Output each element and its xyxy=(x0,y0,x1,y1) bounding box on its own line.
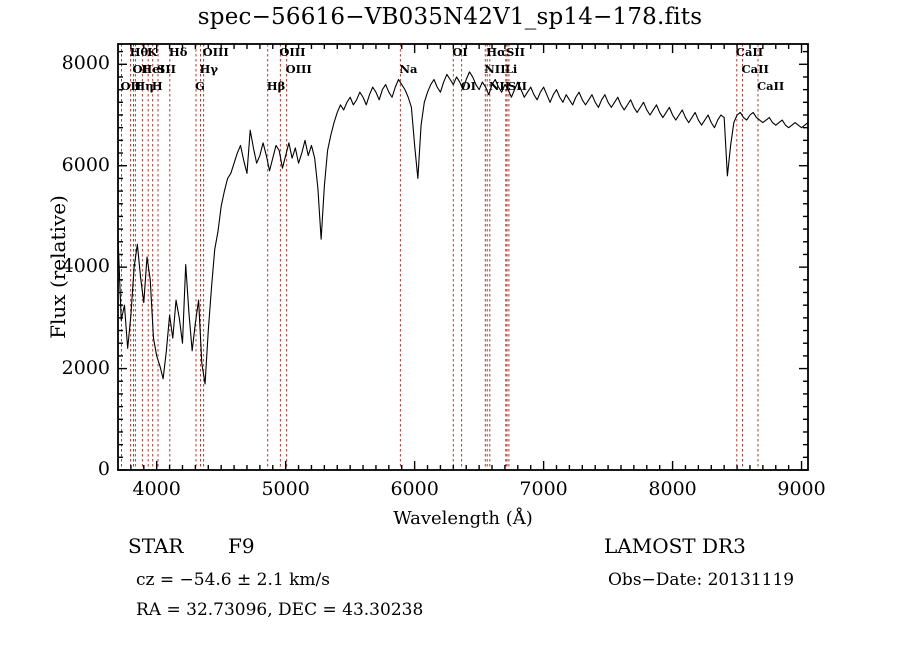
spectral-line-label: SII xyxy=(156,62,177,76)
footer-cz: cz = −54.6 ± 2.1 km/s xyxy=(136,570,330,590)
footer-survey: LAMOST DR3 xyxy=(604,534,746,558)
spectral-line-label: CaII xyxy=(735,45,764,59)
spectral-line-label: OI xyxy=(460,79,476,93)
spectral-line-label: OI xyxy=(132,62,148,76)
x-axis-label: Wavelength (Å) xyxy=(393,508,533,529)
spectral-line-label: OI xyxy=(452,45,468,59)
x-tick-label: 6000 xyxy=(390,478,439,500)
x-tick-label: 9000 xyxy=(777,478,826,500)
y-tick-label: 2000 xyxy=(61,356,110,379)
x-tick-label: 5000 xyxy=(261,478,310,500)
spectral-line-label: Hθ xyxy=(129,45,149,59)
spectral-line-label: Hη xyxy=(134,79,154,93)
footer-obs-date: Obs−Date: 20131119 xyxy=(608,570,795,590)
spectral-line-label: OIII xyxy=(285,62,312,76)
spectral-line-label: HeI xyxy=(141,62,165,76)
page-title: spec−56616−VB035N42V1_sp14−178.fits xyxy=(197,4,703,30)
spectral-line-label: OIII xyxy=(202,45,229,59)
x-tick-label: 8000 xyxy=(648,478,697,500)
spectral-line-label: Li xyxy=(504,62,518,76)
y-tick-label: 6000 xyxy=(61,153,110,176)
footer-object-type: STAR xyxy=(128,534,184,558)
spectral-line-label: Hα xyxy=(486,45,506,59)
spectral-line-label: Hγ xyxy=(199,62,218,76)
x-tick-label: 7000 xyxy=(519,478,568,500)
footer-spectral-class: F9 xyxy=(228,534,255,558)
spectral-line-label: H xyxy=(151,79,163,93)
y-tick-label: 0 xyxy=(97,458,110,480)
spectral-line-label: K xyxy=(147,45,158,59)
spectral-line-label: SII xyxy=(507,79,527,93)
footer-coords: RA = 32.73096, DEC = 43.30238 xyxy=(136,600,424,620)
spectral-line-label: Hδ xyxy=(168,45,188,59)
spectral-line-label: NII xyxy=(484,62,506,76)
spectral-line-label: Na xyxy=(399,62,418,76)
spectral-line-label: Hβ xyxy=(266,79,286,93)
spectral-line-label: NII xyxy=(488,79,511,93)
spectral-line-label: CaII xyxy=(756,79,785,93)
spectral-line-label: CaII xyxy=(741,62,769,76)
spectral-line-label: SII xyxy=(505,45,526,59)
y-tick-label: 8000 xyxy=(61,52,110,75)
x-tick-label: 4000 xyxy=(132,478,181,500)
spectral-line-label: G xyxy=(195,79,205,93)
spectral-line-label: OIII xyxy=(279,45,306,59)
spectral-line-label: OII xyxy=(120,79,142,93)
y-tick-label: 4000 xyxy=(61,255,110,278)
